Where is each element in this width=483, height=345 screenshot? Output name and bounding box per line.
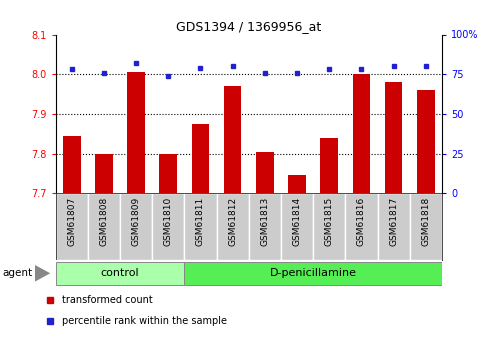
Text: control: control xyxy=(100,268,139,278)
Bar xyxy=(159,154,177,193)
Text: transformed count: transformed count xyxy=(62,295,153,305)
Bar xyxy=(320,138,338,193)
Text: GSM61815: GSM61815 xyxy=(325,197,334,246)
FancyBboxPatch shape xyxy=(345,193,378,260)
FancyBboxPatch shape xyxy=(88,193,120,260)
Text: GSM61811: GSM61811 xyxy=(196,197,205,246)
Bar xyxy=(353,74,370,193)
Bar xyxy=(63,136,81,193)
Text: agent: agent xyxy=(2,268,32,278)
Text: GSM61810: GSM61810 xyxy=(164,197,173,246)
Bar xyxy=(288,175,306,193)
Bar xyxy=(95,154,113,193)
FancyBboxPatch shape xyxy=(56,262,185,285)
Text: D-penicillamine: D-penicillamine xyxy=(270,268,356,278)
Text: GSM61807: GSM61807 xyxy=(67,197,76,246)
FancyBboxPatch shape xyxy=(378,193,410,260)
Bar xyxy=(256,151,274,193)
Text: percentile rank within the sample: percentile rank within the sample xyxy=(62,316,227,326)
Bar xyxy=(224,86,242,193)
FancyBboxPatch shape xyxy=(152,193,185,260)
Text: GSM61818: GSM61818 xyxy=(421,197,430,246)
FancyBboxPatch shape xyxy=(249,193,281,260)
Bar xyxy=(127,72,145,193)
Text: GSM61813: GSM61813 xyxy=(260,197,270,246)
FancyBboxPatch shape xyxy=(185,193,216,260)
FancyBboxPatch shape xyxy=(216,193,249,260)
Bar xyxy=(192,124,209,193)
FancyBboxPatch shape xyxy=(185,262,442,285)
Text: GSM61817: GSM61817 xyxy=(389,197,398,246)
Polygon shape xyxy=(35,265,50,282)
FancyBboxPatch shape xyxy=(56,193,88,260)
Bar xyxy=(417,90,435,193)
FancyBboxPatch shape xyxy=(313,193,345,260)
FancyBboxPatch shape xyxy=(120,193,152,260)
Text: GSM61808: GSM61808 xyxy=(99,197,108,246)
Text: GSM61816: GSM61816 xyxy=(357,197,366,246)
Text: GSM61809: GSM61809 xyxy=(131,197,141,246)
Text: GSM61814: GSM61814 xyxy=(293,197,301,246)
FancyBboxPatch shape xyxy=(410,193,442,260)
FancyBboxPatch shape xyxy=(281,193,313,260)
Title: GDS1394 / 1369956_at: GDS1394 / 1369956_at xyxy=(176,20,321,33)
Bar xyxy=(385,82,402,193)
Text: GSM61812: GSM61812 xyxy=(228,197,237,246)
